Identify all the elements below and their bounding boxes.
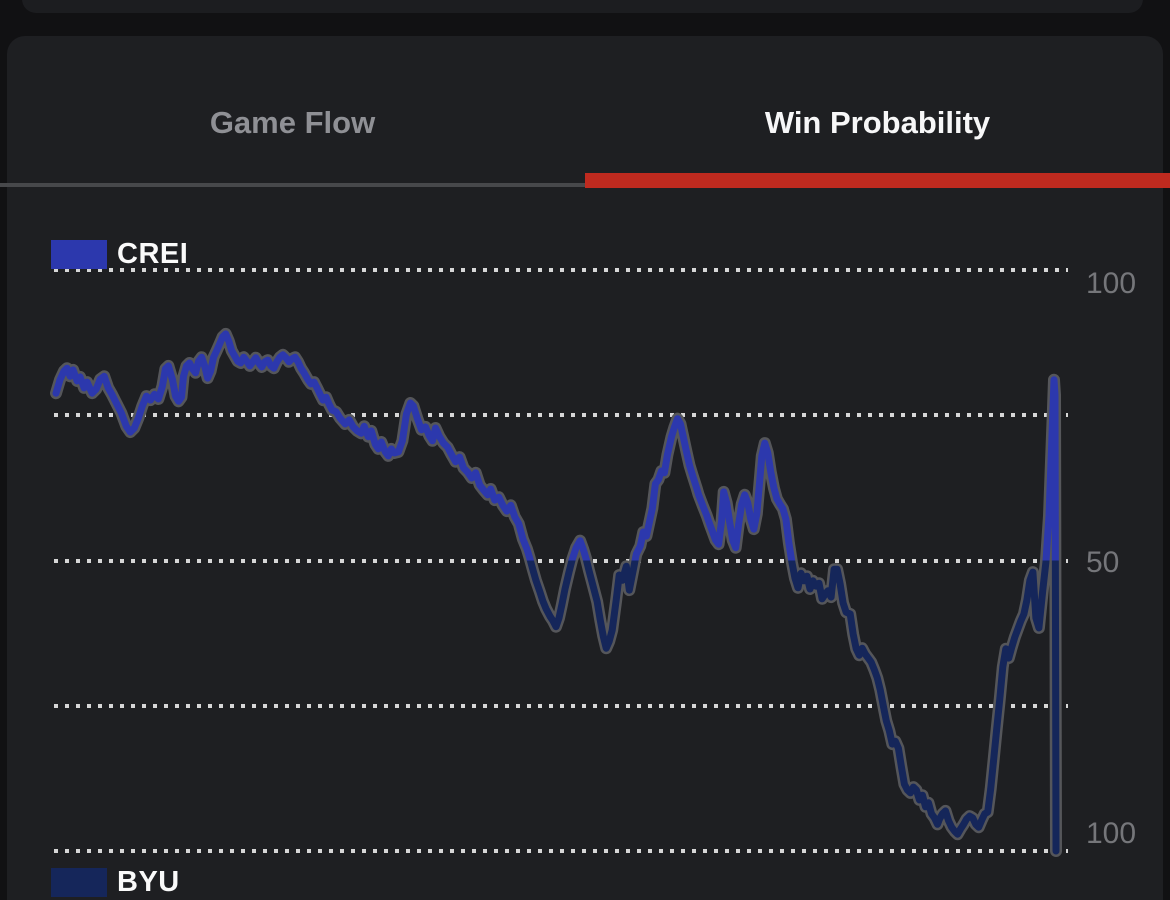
gridline-50: [54, 558, 1068, 563]
tab-game-flow[interactable]: Game Flow: [209, 105, 376, 140]
crei-legend-label: CREI: [117, 238, 189, 270]
legend-crei: CREI: [51, 238, 188, 271]
active-tab-indicator: [585, 173, 1170, 188]
previous-card-bottom-edge: [22, 0, 1143, 13]
crei-color-swatch: [51, 240, 107, 269]
tab-win-probability[interactable]: Win Probability: [764, 105, 991, 140]
win-probability-card: [7, 36, 1163, 900]
byu-legend-label: BYU: [117, 866, 180, 898]
y-axis-label-bottom-100: 100: [1086, 817, 1137, 850]
tab-bar: Game Flow Win Probability: [0, 103, 1170, 143]
y-axis-label-50: 50: [1086, 545, 1120, 579]
gridline-75: [54, 413, 1068, 418]
byu-color-swatch: [51, 868, 107, 897]
y-axis-label-100: 100: [1086, 267, 1137, 300]
gridline-25: [54, 703, 1068, 708]
gridline-0: [54, 849, 1068, 853]
gridline-100: [54, 268, 1068, 272]
legend-byu: BYU: [51, 866, 180, 899]
